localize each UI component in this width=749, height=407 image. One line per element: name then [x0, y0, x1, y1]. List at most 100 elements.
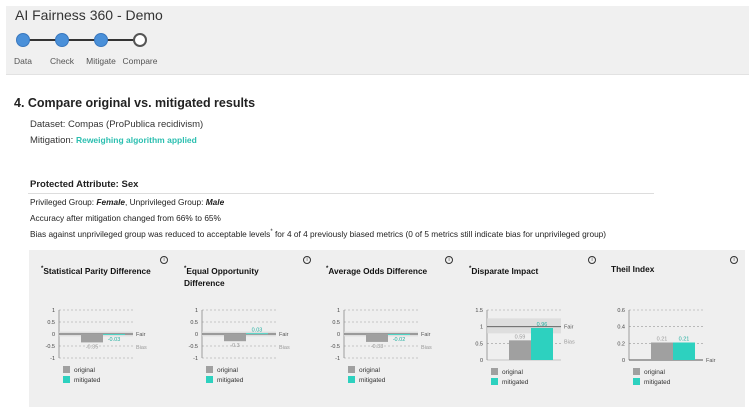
- mitigation-line: Mitigation: Reweighing algorithm applied: [30, 135, 197, 146]
- metric-title: *Disparate Impact: [469, 263, 584, 277]
- y-tick-label: 1: [337, 308, 340, 314]
- y-tick-label: 0: [337, 332, 340, 338]
- step-data-label: Data: [14, 56, 32, 66]
- fair-label: Fair: [421, 332, 431, 338]
- bar-original: [509, 340, 531, 360]
- step-compare-label: Compare: [122, 56, 158, 66]
- metric-title: *Statistical Parity Difference: [41, 263, 156, 277]
- asterisk: *: [184, 266, 187, 272]
- bias-label: Bias: [279, 345, 290, 351]
- app-title: AI Fairness 360 - Demo: [15, 7, 163, 23]
- legend-swatch-original: [633, 368, 640, 375]
- bar-original: [651, 342, 673, 360]
- y-tick-label: 0: [622, 358, 625, 364]
- header-bar: AI Fairness 360 - Demo Data Check Mitigate…: [6, 6, 749, 75]
- legend-label-mitigated: mitigated: [217, 377, 244, 384]
- step-check-label: Check: [49, 56, 75, 66]
- y-tick-label: -1: [50, 356, 55, 362]
- legend-swatch-mitigated: [348, 376, 355, 383]
- y-tick-label: 0.6: [617, 308, 625, 314]
- metric-chart: 1 0.5 0 -0.5 -1 Fair Bias -0.3 0.03 original mitig…: [189, 308, 290, 384]
- info-icon[interactable]: i: [160, 256, 168, 264]
- legend-swatch-mitigated: [491, 378, 498, 385]
- divider: [28, 193, 654, 194]
- metric-title-text: Disparate Impact: [471, 265, 539, 276]
- bias-label: Bias: [421, 345, 432, 351]
- y-tick-label: 0: [480, 358, 483, 364]
- metric-card: *Disparate Impact i 1.5 1 0.5 0 Fair Bias 0.59 0.…: [457, 250, 603, 407]
- info-icon[interactable]: i: [730, 256, 738, 264]
- step-mitigate-dot[interactable]: [94, 33, 108, 47]
- y-tick-label: -1: [335, 356, 340, 362]
- step-mitigate-label: Mitigate: [86, 56, 116, 66]
- legend-swatch-original: [63, 366, 70, 373]
- mitigation-label: Mitigation:: [30, 135, 74, 146]
- y-tick-label: -0.5: [189, 344, 198, 350]
- bar-mitigated: [531, 328, 553, 360]
- asterisk: *: [326, 266, 329, 272]
- step-compare-dot[interactable]: [133, 33, 147, 47]
- data-label: 0.59: [515, 334, 526, 340]
- step-connector: [23, 39, 62, 41]
- step-connector: [62, 39, 101, 41]
- y-tick-label: 1.5: [475, 308, 483, 314]
- metric-title-text: Theil Index: [611, 264, 655, 274]
- legend-swatch-mitigated: [633, 378, 640, 385]
- legend-label-mitigated: mitigated: [74, 377, 101, 384]
- legend-swatch-original: [348, 366, 355, 373]
- y-tick-label: 1: [195, 308, 198, 314]
- bar-mitigated: [103, 334, 125, 335]
- metric-chart: 1.5 1 0.5 0 Fair Bias 0.59 0.96 original mitigate…: [475, 308, 575, 386]
- bar-mitigated: [388, 334, 410, 335]
- section-title: 4. Compare original vs. mitigated result…: [14, 96, 256, 110]
- fair-label: Fair: [564, 325, 574, 331]
- info-icon[interactable]: i: [303, 256, 311, 264]
- legend-swatch-mitigated: [206, 376, 213, 383]
- legend-label-mitigated: mitigated: [644, 379, 671, 386]
- y-tick-label: -0.5: [331, 344, 340, 350]
- legend-label-original: original: [217, 367, 239, 374]
- fair-label: Fair: [279, 332, 289, 338]
- step-connector: [101, 39, 140, 41]
- metric-card: Theil Index i 0.6 0.4 0.2 0 Fair 0.21 0.21 origin…: [599, 250, 745, 407]
- legend-swatch-original: [206, 366, 213, 373]
- metric-title-text: Statistical Parity Difference: [43, 265, 151, 276]
- y-tick-label: 0.4: [617, 325, 625, 331]
- bar-mitigated: [673, 342, 695, 360]
- bias-sup: *: [270, 229, 273, 236]
- legend-swatch-original: [491, 368, 498, 375]
- data-label: 0.21: [679, 337, 690, 343]
- bias-label: Bias: [564, 339, 575, 345]
- metric-title-text: Average Odds Difference: [328, 265, 428, 276]
- legend-label-original: original: [74, 367, 96, 374]
- metric-card: *Average Odds Difference i 1 0.5 0 -0.5 -1 Fair…: [314, 250, 460, 407]
- data-label: -0.33: [371, 344, 384, 350]
- y-tick-label: 0: [52, 332, 55, 338]
- legend-swatch-mitigated: [63, 376, 70, 383]
- step-data-dot[interactable]: [16, 33, 30, 47]
- y-tick-label: 0.2: [617, 341, 625, 347]
- priv-prefix: Privileged Group:: [30, 197, 95, 207]
- step-check-dot[interactable]: [55, 33, 69, 47]
- data-label: 0.96: [537, 322, 548, 328]
- y-tick-label: 1: [480, 325, 483, 331]
- bias-pre: Bias against unprivileged group was redu…: [30, 229, 271, 239]
- unpriv-prefix: , Unprivileged Group:: [125, 197, 204, 207]
- legend-label-mitigated: mitigated: [502, 379, 529, 386]
- y-tick-label: 0.5: [332, 320, 340, 326]
- bar-original: [81, 334, 103, 343]
- info-icon[interactable]: i: [445, 256, 453, 264]
- y-tick-label: -0.5: [46, 344, 55, 350]
- legend-label-mitigated: mitigated: [359, 377, 386, 384]
- metric-title-text: Equal Opportunity Difference: [184, 265, 259, 288]
- data-label: -0.03: [108, 337, 121, 343]
- y-tick-label: 0.5: [190, 320, 198, 326]
- info-icon[interactable]: i: [588, 256, 596, 264]
- bias-line: Bias against unprivileged group was redu…: [30, 229, 606, 239]
- metric-title: *Average Odds Difference: [326, 263, 441, 277]
- asterisk: *: [469, 266, 472, 272]
- dataset-line: Dataset: Compas (ProPublica recidivism): [30, 119, 204, 130]
- group-line: Privileged Group: Female, Unprivileged G…: [30, 197, 224, 207]
- priv-value: Female: [96, 197, 126, 207]
- bar-original: [366, 334, 388, 342]
